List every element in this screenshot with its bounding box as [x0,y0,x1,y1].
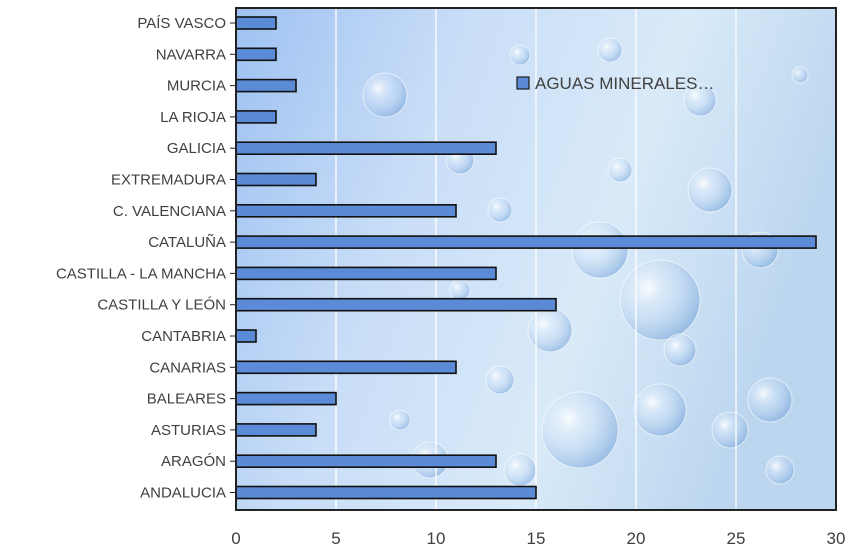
bars [235,16,817,500]
category-label: MURCIA [167,78,226,95]
x-tick-label: 15 [527,529,546,548]
bubble [683,83,717,117]
category-label: NAVARRA [156,46,226,63]
bar [235,329,257,343]
bubble [571,221,629,279]
category-label: BALEARES [147,391,226,408]
x-tick-label: 5 [331,529,340,548]
bar [235,78,297,93]
category-label: ASTURIAS [151,422,226,439]
bubble [389,409,411,431]
bar [235,485,537,500]
bar [235,235,817,249]
bar [235,423,317,437]
bar [235,110,277,124]
bubble [663,333,697,367]
x-tick-label: 30 [827,529,846,548]
x-tick-label: 20 [627,529,646,548]
category-label: PAÍS VASCO [137,15,226,32]
bubble [747,377,793,423]
bubble [487,197,513,223]
bubble [541,391,619,469]
bubble [711,411,749,449]
category-label: EXTREMADURA [111,172,226,189]
category-label: CASTILLA Y LEÓN [97,297,226,314]
bubble [503,453,537,487]
bar [235,204,457,218]
category-label: GALICIA [167,140,226,157]
bubble [449,279,471,301]
bubble [633,383,687,437]
bar [235,391,337,406]
bubble [619,259,701,341]
bar [235,172,317,187]
category-label: CANARIAS [149,359,226,376]
plot-border [235,7,837,511]
bar [235,360,457,375]
bubble [791,66,809,84]
bubble [687,167,733,213]
bubble [509,44,531,66]
bar [235,16,277,30]
x-tick-label: 10 [427,529,446,548]
category-label: CATALUÑA [148,234,226,251]
category-label: CANTABRIA [141,328,226,345]
bubble [597,37,623,63]
category-labels: PAÍS VASCO NAVARRA MURCIA LA RIOJA GALICIA EX… [56,15,236,502]
bubble [362,72,408,118]
legend-swatch [516,76,530,90]
bubble [485,365,515,395]
bar [235,266,497,281]
bubble [527,307,573,353]
bubble [607,157,633,183]
bar [235,47,277,62]
grid-lines [335,8,737,510]
category-label: ARAGÓN [161,453,226,470]
legend-label: AGUAS MINERALES… [535,74,715,93]
category-label: C. VALENCIANA [113,203,226,220]
category-label: ANDALUCIA [140,485,226,502]
x-tick-labels: 0 5 10 15 20 25 30 [231,529,845,548]
bar [235,141,497,155]
legend: AGUAS MINERALES… [516,74,715,93]
bar [235,297,557,312]
bubble [765,455,795,485]
category-label: CASTILLA - LA MANCHA [56,265,226,282]
x-tick-label: 0 [231,529,240,548]
bar [235,454,497,469]
category-label: LA RIOJA [160,109,226,126]
x-tick-label: 25 [727,529,746,548]
